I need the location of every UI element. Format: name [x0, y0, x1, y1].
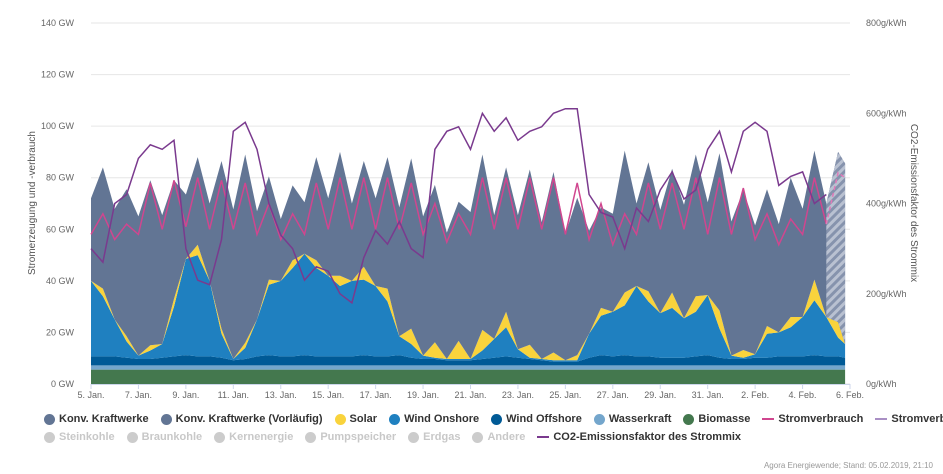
- legend-item[interactable]: Wasserkraft: [593, 413, 672, 425]
- area-wasserkraft: [91, 365, 846, 370]
- x-tick-label: 9. Jan.: [172, 390, 199, 400]
- x-tick-label: 2. Feb.: [741, 390, 769, 400]
- legend-label: Biomasse: [698, 413, 751, 425]
- legend-dot-icon: [334, 413, 346, 425]
- legend-item[interactable]: Stromverbrauch (Vorläufig): [875, 413, 943, 425]
- area-konv-kraftwerke-vorlaeufig: [826, 151, 846, 344]
- legend-item[interactable]: Wind Offshore: [491, 413, 582, 425]
- energy-chart: 0 GW 20 GW 40 GW 60 GW 80 GW 100 GW 120 GW 140 …: [27, 18, 919, 400]
- y-left-tick-label: 20 GW: [46, 327, 75, 337]
- y-left-title: Stromerzeugung und -verbrauch: [27, 131, 38, 275]
- x-tick-label: 5. Jan.: [77, 390, 104, 400]
- legend-label: Wind Offshore: [506, 413, 582, 425]
- area-wind-onshore: [91, 253, 846, 362]
- legend-dot-icon: [389, 413, 401, 425]
- y-right-tick-label: 400g/kWh: [866, 199, 907, 209]
- legend-label: Pumpspeicher: [320, 431, 397, 443]
- legend-row-2: Steinkohle Braunkohle Kernenergie Pumpspeic…: [44, 431, 741, 443]
- y-right-tick-label: 0g/kWh: [866, 379, 897, 389]
- legend-label: CO2-Emissionsfaktor des Strommix: [553, 431, 742, 443]
- legend-item[interactable]: Konv. Kraftwerke: [44, 413, 149, 425]
- legend-item[interactable]: Andere: [472, 431, 525, 443]
- line-co2-emissionsfaktor-des-strommix: [90, 107, 827, 305]
- legend-label: Stromverbrauch (Vorläufig): [891, 413, 943, 425]
- legend-item[interactable]: Erdgas: [408, 431, 460, 443]
- area-konv-kraftwerke: [91, 150, 846, 361]
- y-right-tick-label: 600g/kWh: [866, 108, 907, 118]
- y-left-tick-label: 120 GW: [41, 70, 75, 80]
- area-biomasse: [91, 369, 846, 384]
- y-left-tick-label: 80 GW: [46, 173, 75, 183]
- line-stromverbrauch-vorlaeufig: [825, 171, 846, 225]
- legend-line-icon: [537, 436, 550, 438]
- x-tick-label: 17. Jan.: [360, 390, 392, 400]
- x-tick-label: 11. Jan.: [218, 390, 249, 400]
- legend-label: Braunkohle: [141, 431, 203, 443]
- x-tick-label: 4. Feb.: [789, 390, 817, 400]
- y-left-tick-label: 60 GW: [46, 224, 75, 234]
- legend-dot-icon: [160, 413, 172, 425]
- credit: Agora Energiewende; Stand: 05.02.2019, 2…: [763, 461, 933, 470]
- x-tick-label: 23. Jan.: [502, 390, 534, 400]
- y-right-title: CO2-Emissionsfaktor des Strommix: [908, 124, 919, 282]
- y-right-tick-label: 200g/kWh: [866, 289, 907, 299]
- legend-dot-icon: [683, 413, 695, 425]
- legend-label: Steinkohle: [59, 431, 115, 443]
- legend-dot-icon: [44, 413, 55, 425]
- legend-dot-icon: [214, 431, 226, 443]
- x-tick-label: 25. Jan.: [549, 390, 581, 400]
- line-stromverbrauch: [90, 177, 828, 248]
- y-left-tick-label: 0 GW: [51, 379, 75, 389]
- legend-line-icon: [875, 418, 888, 420]
- x-tick-label: 7. Jan.: [125, 390, 152, 400]
- x-tick-label: 27. Jan.: [597, 390, 629, 400]
- x-tick-label: 21. Jan.: [454, 390, 486, 400]
- legend-label: Erdgas: [423, 431, 461, 443]
- x-tick-label: 6. Feb.: [836, 390, 864, 400]
- legend-label: Solar: [349, 413, 378, 425]
- legend-label: Stromverbrauch: [778, 413, 864, 425]
- x-tick-label: 29. Jan.: [644, 390, 676, 400]
- legend-dot-icon: [126, 431, 138, 443]
- y-right-tick-label: 800g/kWh: [866, 18, 907, 28]
- legend-line-icon: [762, 418, 775, 420]
- legend-item[interactable]: Wind Onshore: [389, 413, 479, 425]
- legend-item[interactable]: Biomasse: [683, 413, 750, 425]
- legend-item[interactable]: CO2-Emissionsfaktor des Strommix: [537, 431, 741, 443]
- legend-item[interactable]: Solar: [334, 413, 378, 425]
- legend-label: Konv. Kraftwerke (Vorläufig): [175, 413, 323, 425]
- legend-dot-icon: [44, 431, 55, 443]
- area-solar: [91, 244, 846, 361]
- legend-label: Konv. Kraftwerke: [59, 413, 149, 425]
- legend-dot-icon: [408, 431, 420, 443]
- legend-label: Andere: [487, 431, 526, 443]
- legend-dot-icon: [472, 431, 484, 443]
- x-tick-label: 31. Jan.: [692, 390, 724, 400]
- y-left-tick-label: 40 GW: [46, 276, 75, 286]
- legend-item[interactable]: Stromverbrauch: [762, 413, 863, 425]
- legend-dot-icon: [593, 413, 605, 425]
- legend-item[interactable]: Steinkohle: [44, 431, 115, 443]
- legend-label: Wasserkraft: [608, 413, 672, 425]
- legend-label: Wind Onshore: [404, 413, 480, 425]
- x-tick-label: 15. Jan.: [312, 390, 344, 400]
- y-left-tick-label: 140 GW: [41, 18, 75, 28]
- x-tick-label: 19. Jan.: [407, 390, 439, 400]
- legend-dot-icon: [491, 413, 503, 425]
- legend-dot-icon: [305, 431, 317, 443]
- y-left-tick-label: 100 GW: [41, 121, 75, 131]
- legend-item[interactable]: Pumpspeicher: [305, 431, 396, 443]
- legend-label: Kernenergie: [229, 431, 294, 443]
- legend-item[interactable]: Kernenergie: [214, 431, 293, 443]
- legend-item[interactable]: Konv. Kraftwerke (Vorläufig): [160, 413, 323, 425]
- legend-row-1: Konv. Kraftwerke Konv. Kraftwerke (Vorläu…: [44, 413, 943, 425]
- area-wind-offshore: [91, 355, 846, 366]
- x-tick-label: 13. Jan.: [265, 390, 297, 400]
- legend-item[interactable]: Braunkohle: [126, 431, 203, 443]
